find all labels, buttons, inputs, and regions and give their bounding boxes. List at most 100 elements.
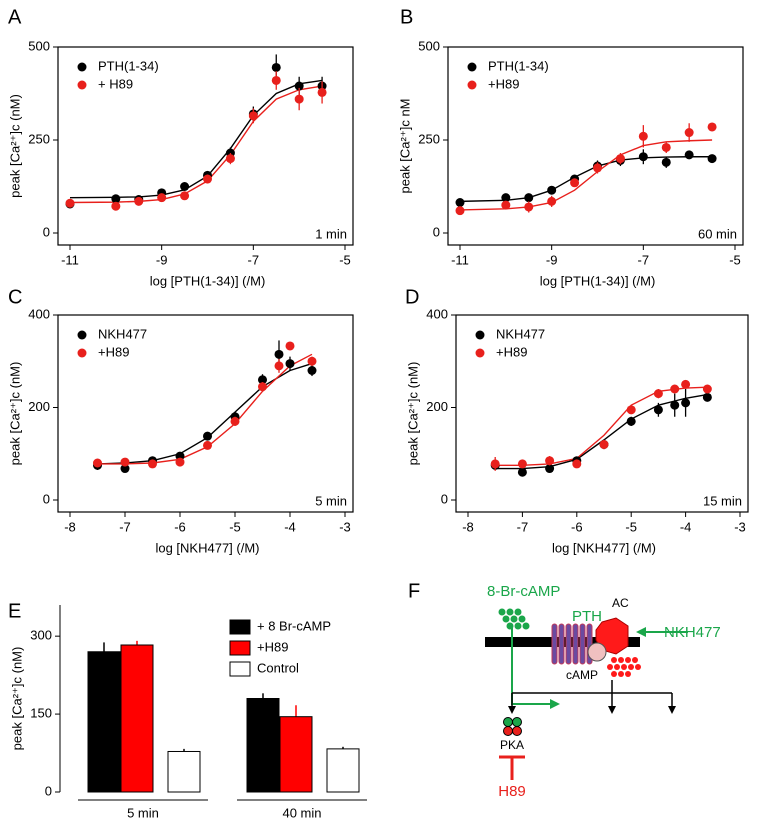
data-point	[702, 392, 712, 402]
kinase-label: PKA	[500, 738, 524, 752]
data-point	[670, 384, 680, 394]
y-tick-label: 250	[28, 131, 50, 146]
data-point	[661, 142, 671, 152]
bar	[279, 716, 313, 793]
legend-label: NKH477	[496, 326, 545, 341]
x-tick-label: -7	[517, 519, 529, 534]
legend-label: NKH477	[98, 326, 147, 341]
data-point	[653, 389, 663, 399]
data-point	[111, 201, 121, 211]
x-tick-label: -4	[284, 519, 296, 534]
legend-marker	[77, 62, 87, 72]
data-point	[626, 416, 636, 426]
plot-frame	[57, 314, 354, 513]
data-point	[148, 459, 157, 469]
legend-swatch	[229, 640, 251, 656]
data-point	[681, 379, 691, 389]
legend-label: PTH(1-34)	[98, 58, 159, 73]
x-tick-label: -9	[156, 252, 168, 267]
x-tick-label: -7	[248, 252, 260, 267]
arrow-head	[550, 699, 560, 709]
y-axis-label: peak [Ca²⁺]c (nM)	[7, 94, 22, 198]
data-point	[111, 194, 121, 204]
data-point	[455, 197, 465, 207]
x-tick-label: -8	[462, 519, 474, 534]
diagram-f: F 8-Br-cAMP PTH AC NKH477 cAMP	[408, 580, 721, 800]
data-point	[615, 154, 625, 164]
panel-letter: F	[408, 580, 420, 602]
y-tick-label: 0	[441, 491, 448, 506]
y-tick-label: 400	[426, 306, 448, 321]
arrow-head	[608, 706, 616, 714]
y-tick-label: 0	[45, 783, 52, 798]
data-point	[294, 81, 304, 91]
data-point	[670, 400, 680, 410]
data-point	[93, 458, 102, 468]
x-tick-label: -8	[64, 519, 76, 534]
data-point	[258, 375, 267, 385]
legend-marker	[77, 348, 87, 358]
legend-label: + 8 Br-cAMP	[257, 618, 331, 633]
data-point	[271, 75, 281, 85]
x-tick-label: -11	[61, 252, 79, 267]
bar	[326, 748, 360, 793]
data-point	[230, 416, 240, 426]
data-point	[225, 154, 235, 164]
y-axis-label: peak [Ca²⁺]c (nM)	[7, 362, 22, 466]
annotation: 15 min	[703, 493, 742, 508]
data-point	[570, 178, 580, 188]
panel-letter: E	[8, 600, 21, 622]
fit-curve	[69, 85, 323, 204]
data-point	[120, 464, 130, 474]
bar	[120, 644, 154, 793]
arrow-head	[508, 706, 516, 714]
data-point	[157, 193, 167, 203]
data-point	[681, 398, 691, 408]
data-point	[702, 384, 712, 394]
data-point	[661, 157, 671, 167]
data-point	[120, 457, 130, 467]
data-point	[707, 154, 717, 164]
data-point	[203, 431, 212, 441]
x-tick-label: -7	[638, 252, 650, 267]
y-tick-label: 0	[43, 491, 50, 506]
legend-swatch	[229, 619, 251, 635]
pka-icon	[503, 717, 522, 736]
annotation: 60 min	[698, 226, 737, 241]
data-point	[203, 440, 212, 450]
data-point	[572, 459, 582, 469]
x-tick-label: -6	[571, 519, 583, 534]
data-point	[545, 464, 555, 474]
x-tick-label: -5	[729, 252, 741, 267]
data-point	[517, 467, 527, 477]
data-point	[180, 191, 190, 201]
data-point	[271, 62, 281, 72]
plot-frame	[447, 46, 744, 246]
data-point	[203, 174, 212, 184]
legend-marker	[77, 80, 87, 90]
x-tick-label: -9	[546, 252, 558, 267]
x-tick-label: -7	[119, 519, 131, 534]
y-tick-label: 0	[43, 224, 50, 239]
data-point	[285, 341, 295, 351]
data-point	[274, 361, 284, 371]
data-point	[524, 193, 534, 203]
annotation: 1 min	[315, 226, 347, 241]
legend-label: +H89	[488, 76, 519, 91]
y-tick-label: 300	[30, 628, 52, 643]
arrow-head	[636, 627, 646, 637]
data-point	[684, 128, 694, 138]
x-tick-label: -3	[734, 519, 746, 534]
legend-swatch	[229, 661, 251, 677]
x-axis-label: log [PTH(1-34)] (/M)	[540, 273, 656, 288]
x-axis-label: log [PTH(1-34)] (/M)	[150, 273, 266, 288]
data-point	[547, 185, 557, 195]
x-tick-label: -5	[339, 252, 351, 267]
adenylyl-cyclase	[595, 617, 629, 655]
y-tick-label: 150	[30, 706, 52, 721]
y-tick-label: 200	[426, 399, 448, 414]
bar	[246, 698, 280, 793]
data-point	[180, 182, 190, 191]
data-point	[490, 459, 500, 469]
data-point	[707, 122, 717, 132]
